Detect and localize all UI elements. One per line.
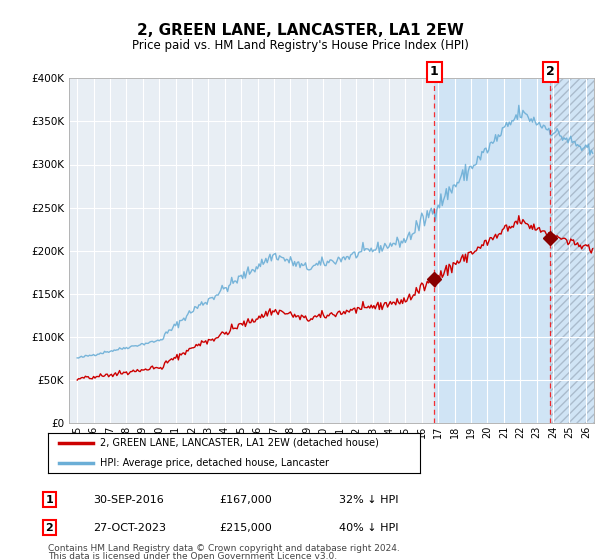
Text: £167,000: £167,000 [219,494,272,505]
Text: 27-OCT-2023: 27-OCT-2023 [93,522,166,533]
Bar [434,78,594,423]
Text: 30-SEP-2016: 30-SEP-2016 [93,494,164,505]
Bar [550,78,594,423]
Text: 32% ↓ HPI: 32% ↓ HPI [339,494,398,505]
Text: 1: 1 [46,494,53,505]
Text: 2: 2 [546,66,554,78]
Text: 2: 2 [46,522,53,533]
Text: HPI: Average price, detached house, Lancaster: HPI: Average price, detached house, Lanc… [100,458,329,468]
Text: 1: 1 [430,66,439,78]
Bar [550,78,594,423]
Text: Price paid vs. HM Land Registry's House Price Index (HPI): Price paid vs. HM Land Registry's House … [131,39,469,53]
Text: 2, GREEN LANE, LANCASTER, LA1 2EW: 2, GREEN LANE, LANCASTER, LA1 2EW [137,24,463,38]
Text: Contains HM Land Registry data © Crown copyright and database right 2024.: Contains HM Land Registry data © Crown c… [48,544,400,553]
Text: 40% ↓ HPI: 40% ↓ HPI [339,522,398,533]
Text: 2, GREEN LANE, LANCASTER, LA1 2EW (detached house): 2, GREEN LANE, LANCASTER, LA1 2EW (detac… [100,438,379,448]
Text: £215,000: £215,000 [219,522,272,533]
Text: This data is licensed under the Open Government Licence v3.0.: This data is licensed under the Open Gov… [48,552,337,560]
